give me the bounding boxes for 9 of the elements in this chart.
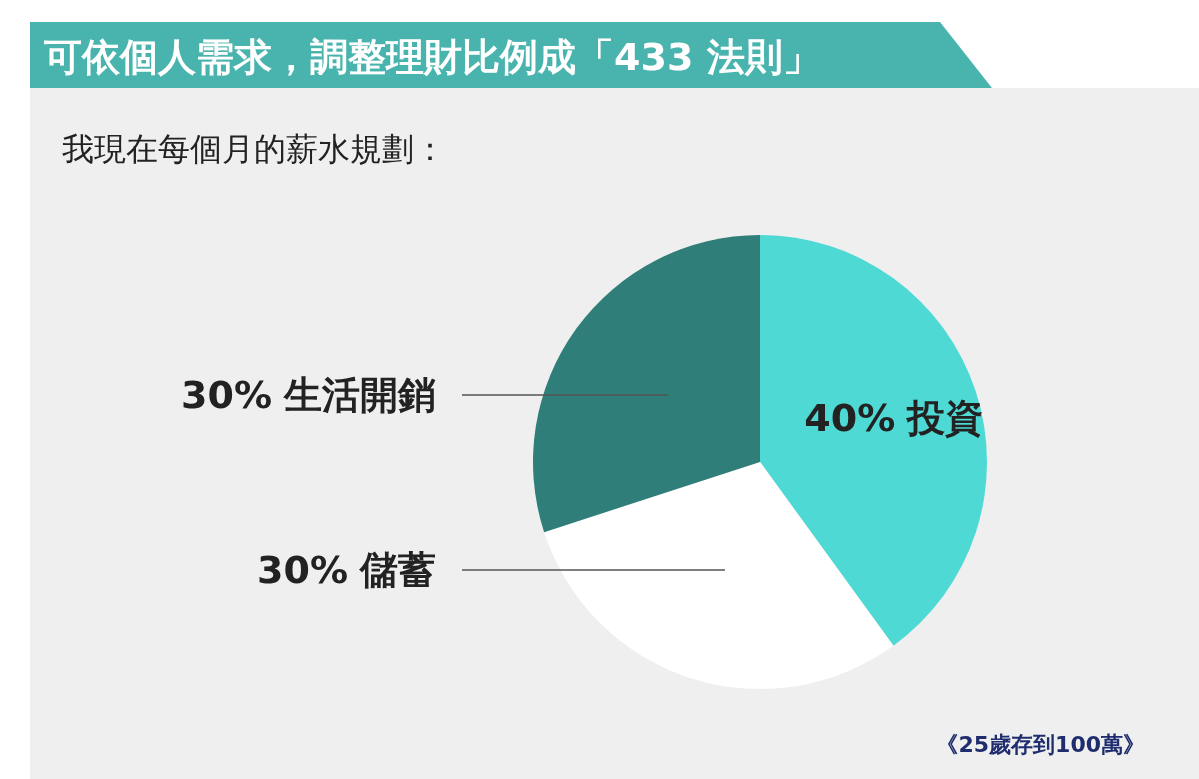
slice-label: 儲蓄 — [358, 548, 436, 592]
slice-label: 投資 — [905, 395, 984, 440]
chart-subtitle: 我現在每個月的薪水規劃： — [62, 130, 446, 168]
data-label: 40% — [804, 395, 896, 440]
data-label: 30% — [181, 373, 272, 417]
slice-label: 生活開銷 — [283, 373, 436, 417]
chart-title: 可依個人需求，調整理財比例成「433 法則」 — [44, 35, 821, 79]
data-label: 30% — [257, 548, 348, 592]
text: 《25歲存到100萬》 — [936, 732, 1145, 757]
